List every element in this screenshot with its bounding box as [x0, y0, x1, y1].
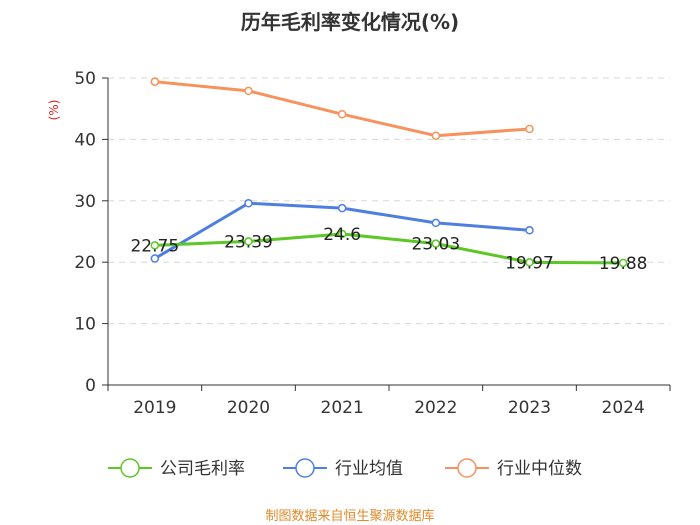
data-point: [150, 77, 160, 86]
data-label: 23.39: [224, 232, 273, 252]
data-point: [431, 131, 441, 140]
chart-title: 历年毛利率变化情况(%): [241, 10, 459, 34]
source-note: 制图数据来自恒生聚源数据库: [265, 508, 434, 524]
data-label: 19.88: [599, 254, 648, 274]
data-point: [431, 239, 441, 248]
data-point: [525, 258, 534, 267]
data-point: [244, 199, 253, 208]
data-label: 19.97: [505, 253, 554, 273]
x-tick-label: 2022: [414, 398, 457, 418]
legend-label: 公司毛利率: [160, 459, 245, 479]
legend-marker: [457, 458, 477, 478]
x-tick-label: 2024: [602, 398, 645, 418]
data-point: [337, 109, 347, 119]
data-point: [244, 237, 253, 246]
data-labels: 22.75 23.39 24.6 23.03 19.97 19.88: [130, 225, 647, 274]
y-tick-label: 50: [74, 69, 96, 89]
legend-marker: [295, 458, 315, 478]
data-label: 22.75: [130, 236, 179, 256]
x-tick-label: 2020: [227, 398, 270, 418]
x-tick-label: 2019: [133, 398, 176, 418]
data-label: 23.03: [411, 235, 460, 255]
data-point: [244, 86, 253, 96]
data-label: 24.6: [323, 225, 361, 245]
data-point: [525, 226, 534, 235]
series-line: [154, 80, 530, 138]
y-tick-label: 40: [74, 130, 96, 150]
y-tick-label: 10: [74, 315, 96, 335]
legend: 公司毛利率 行业均值 行业中位数: [108, 458, 582, 479]
series-line: [154, 232, 624, 265]
gridlines: [108, 77, 670, 325]
series-lines: [150, 77, 628, 268]
y-tick-label: 0: [85, 376, 96, 396]
y-tick-label: 20: [74, 253, 96, 273]
data-point: [150, 241, 160, 250]
data-point: [431, 218, 441, 228]
data-point: [150, 254, 160, 263]
y-axis-label: (%): [47, 100, 61, 121]
legend-label: 行业中位数: [497, 459, 582, 479]
x-tick-label: 2023: [508, 398, 551, 418]
x-tick-label: 2021: [321, 398, 364, 418]
data-point: [618, 258, 628, 268]
legend-marker: [120, 458, 140, 478]
y-tick-label: 30: [74, 192, 96, 212]
data-point: [337, 203, 347, 213]
axes: 0 10 20 30 40 50 2019 2020 2021 2022 2023 2024: [74, 69, 671, 418]
data-point: [337, 229, 347, 239]
legend-label: 行业均值: [335, 459, 403, 479]
data-point: [525, 124, 534, 134]
